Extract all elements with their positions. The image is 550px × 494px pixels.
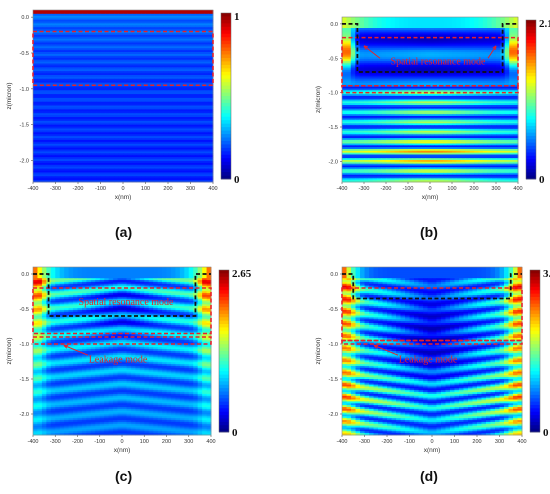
panel-b: 0.0 -0.5 -1.0 -1.5 -2.0 -400 -300 -200 -100 0 100 2… <box>275 0 550 245</box>
x-tick-label: -400 <box>27 186 38 192</box>
y-tick-label: 0.0 <box>330 272 338 278</box>
colorbar-max-label: 1 <box>234 11 240 23</box>
x-tick-label: -400 <box>336 186 347 192</box>
x-tick-label: 200 <box>469 186 478 192</box>
x-tick-label: -300 <box>50 186 61 192</box>
x-tick-label: -100 <box>402 186 413 192</box>
annotation-label: Spatial resonance mode <box>79 297 175 308</box>
x-tick-label: 300 <box>184 439 193 445</box>
y-tick-label: -1.0 <box>20 342 29 348</box>
x-tick-label: -200 <box>72 186 83 192</box>
panel-a: 0.0 -0.5 -1.0 -1.5 -2.0 -400 -300 -200 -100 0 100 2… <box>0 0 275 245</box>
y-tick-label: -0.5 <box>20 51 29 57</box>
panel-caption: (b) <box>420 224 438 240</box>
y-tick-label: -2.0 <box>20 159 29 165</box>
heatmap-field <box>342 17 518 182</box>
heatmap-panel-d: 0.0 -0.5 -1.0 -1.5 -2.0 -400 -300 -200 -100 0 100 2… <box>275 245 550 489</box>
colorbar <box>530 270 540 432</box>
colorbar-min-label: 0 <box>543 427 549 439</box>
annotation-label: Leakage mode <box>399 354 458 365</box>
y-tick-label: -1.5 <box>329 377 338 383</box>
y-tick-label: -1.5 <box>20 377 29 383</box>
y-tick-label: 0.0 <box>21 272 29 278</box>
y-tick-label: -2.0 <box>329 159 338 165</box>
y-tick-label: -1.0 <box>329 342 338 348</box>
x-tick-label: 400 <box>513 186 522 192</box>
y-tick-label: -2.0 <box>20 412 29 418</box>
x-tick-label: -400 <box>336 439 347 445</box>
x-axis-label: x(nm) <box>422 194 439 201</box>
x-tick-label: 100 <box>447 186 456 192</box>
heatmap-panel-c: 0.0 -0.5 -1.0 -1.5 -2.0 -400 -300 -200 -100 0 100 2… <box>0 245 275 489</box>
heatmap-field <box>33 10 213 182</box>
panel-caption: (a) <box>115 224 132 240</box>
y-tick-label: 0.0 <box>21 15 29 21</box>
x-tick-label: 0 <box>121 186 124 192</box>
y-tick-label: -1.0 <box>329 91 338 97</box>
x-tick-label: -100 <box>404 439 415 445</box>
x-tick-label: -400 <box>27 439 38 445</box>
panel-d: 0.0 -0.5 -1.0 -1.5 -2.0 -400 -300 -200 -100 0 100 2… <box>275 245 550 489</box>
x-tick-label: 200 <box>162 439 171 445</box>
heatmap-field <box>342 267 522 435</box>
x-tick-label: -300 <box>358 186 369 192</box>
x-tick-label: 0 <box>428 186 431 192</box>
y-axis-label: z(micron) <box>6 82 13 109</box>
panel-c: 0.0 -0.5 -1.0 -1.5 -2.0 -400 -300 -200 -100 0 100 2… <box>0 245 275 489</box>
x-tick-label: -200 <box>72 439 83 445</box>
x-axis-label: x(nm) <box>115 194 132 201</box>
y-tick-label: 0.0 <box>330 22 338 28</box>
y-tick-label: -0.5 <box>329 56 338 62</box>
y-tick-label: -1.5 <box>20 123 29 129</box>
x-tick-label: -300 <box>359 439 370 445</box>
x-tick-label: 300 <box>491 186 500 192</box>
annotation-label: Leakage mode <box>89 354 148 365</box>
colorbar <box>221 13 231 179</box>
y-tick-label: -0.5 <box>20 307 29 313</box>
heatmap-panel-b: 0.0 -0.5 -1.0 -1.5 -2.0 -400 -300 -200 -100 0 100 2… <box>275 0 550 245</box>
x-tick-label: -200 <box>380 186 391 192</box>
colorbar <box>526 20 536 179</box>
panel-caption: (c) <box>115 468 132 484</box>
colorbar <box>219 270 229 432</box>
y-axis-label: z(micron) <box>315 86 322 113</box>
heatmap-panel-a: 0.0 -0.5 -1.0 -1.5 -2.0 -400 -300 -200 -100 0 100 2… <box>0 0 275 245</box>
annotation-label: Spatial resonance mode <box>391 57 487 68</box>
colorbar-max-label: 3.79 <box>543 268 550 280</box>
colorbar-min-label: 0 <box>539 174 545 186</box>
x-tick-label: 100 <box>450 439 459 445</box>
x-tick-label: 400 <box>208 186 217 192</box>
x-tick-label: -100 <box>95 186 106 192</box>
x-tick-label: -200 <box>381 439 392 445</box>
x-tick-label: -100 <box>94 439 105 445</box>
panel-caption: (d) <box>420 468 438 484</box>
y-tick-label: -0.5 <box>329 307 338 313</box>
heatmap-field <box>33 267 211 435</box>
x-tick-label: 0 <box>120 439 123 445</box>
x-axis-label: x(nm) <box>114 447 131 454</box>
y-axis-label: z(micron) <box>6 337 13 364</box>
x-tick-label: 100 <box>140 439 149 445</box>
colorbar-max-label: 2.18 <box>539 18 550 30</box>
x-tick-label: 200 <box>472 439 481 445</box>
x-axis-label: x(nm) <box>424 447 441 454</box>
x-tick-label: -300 <box>50 439 61 445</box>
x-tick-label: 0 <box>430 439 433 445</box>
x-tick-label: 200 <box>163 186 172 192</box>
colorbar-min-label: 0 <box>232 427 238 439</box>
colorbar-max-label: 2.65 <box>232 268 252 280</box>
colorbar-min-label: 0 <box>234 174 240 186</box>
y-tick-label: -2.0 <box>329 412 338 418</box>
x-tick-label: 300 <box>186 186 195 192</box>
y-tick-label: -1.0 <box>20 87 29 93</box>
x-tick-label: 400 <box>206 439 215 445</box>
y-axis-label: z(micron) <box>315 337 322 364</box>
y-tick-label: -1.5 <box>329 125 338 131</box>
x-tick-label: 300 <box>495 439 504 445</box>
x-tick-label: 400 <box>517 439 526 445</box>
x-tick-label: 100 <box>141 186 150 192</box>
